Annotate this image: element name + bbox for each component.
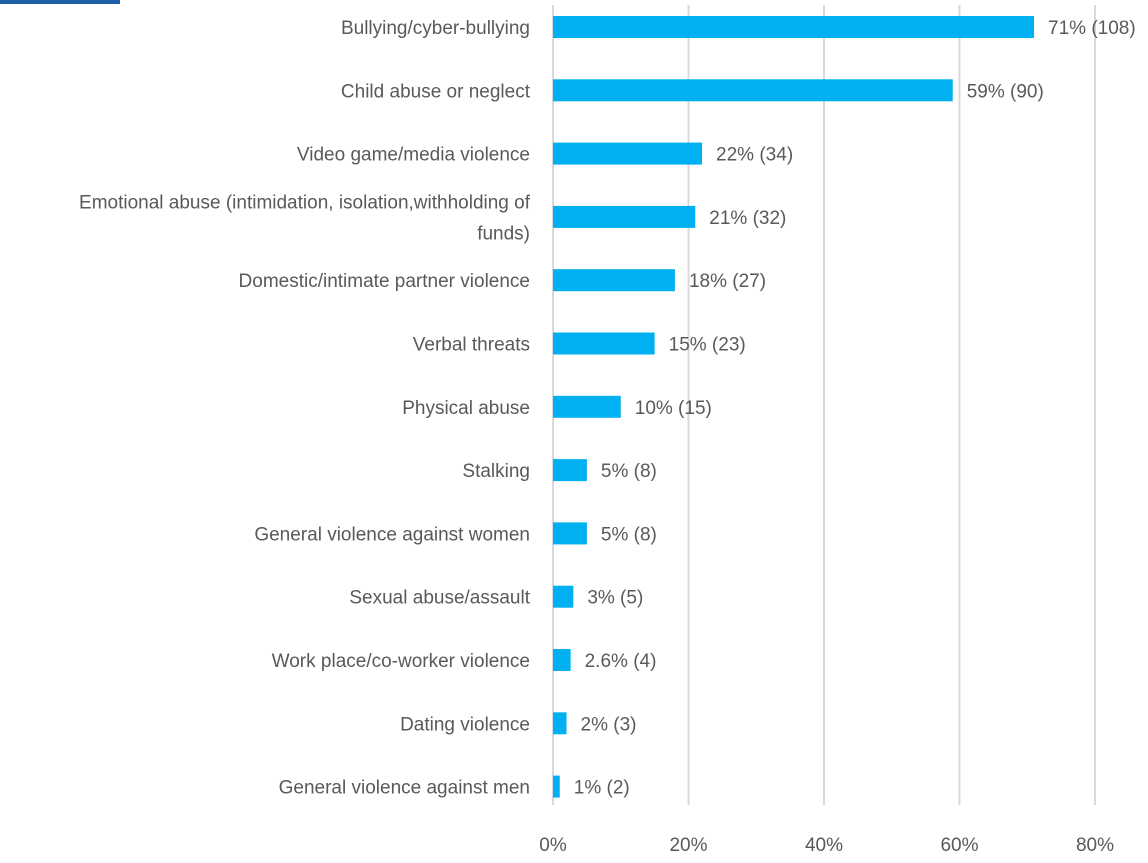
bar [553, 712, 567, 735]
data-label: 2% (3) [581, 714, 637, 735]
data-label: 18% (27) [689, 271, 766, 292]
bar [553, 649, 571, 671]
category-label: Physical abuse [402, 398, 530, 419]
category-label: Verbal threats [413, 335, 530, 356]
category-label: Bullying/cyber-bullying [341, 18, 530, 39]
bar [553, 16, 1035, 38]
category-label: Video game/media violence [297, 145, 530, 166]
bar [553, 142, 703, 165]
data-label: 71% (108) [1048, 18, 1136, 39]
x-tick-label: 0% [539, 835, 567, 856]
gridlines [552, 5, 1096, 805]
data-label: 21% (32) [709, 208, 786, 229]
data-label: 10% (15) [635, 398, 712, 419]
category-label: Stalking [462, 461, 530, 482]
data-label: 1% (2) [574, 778, 630, 799]
bar [553, 775, 560, 798]
data-label: 3% (5) [587, 588, 643, 609]
bar [553, 332, 655, 355]
category-label: Domestic/intimate partner violence [239, 271, 530, 292]
bar [553, 269, 675, 292]
data-label: 5% (8) [601, 524, 657, 545]
category-label: Emotional abuse (intimidation, isolation… [79, 192, 531, 244]
bars [553, 16, 1035, 798]
data-label: 22% (34) [716, 145, 793, 166]
x-axis-ticks: 0% 20% 40% 60% 80% [539, 835, 1114, 856]
x-tick-label: 60% [940, 835, 978, 856]
bar [553, 522, 587, 545]
data-label: 59% (90) [967, 81, 1044, 102]
category-label: Work place/co-worker violence [272, 651, 530, 672]
data-label: 15% (23) [669, 335, 746, 356]
category-label: General violence against men [279, 778, 530, 799]
category-label: Child abuse or neglect [341, 81, 531, 102]
bar [553, 395, 621, 418]
bar [553, 79, 953, 102]
data-label: 2.6% (4) [585, 651, 657, 672]
category-labels: Bullying/cyber-bullying Child abuse or ne… [79, 18, 531, 799]
bar [553, 459, 587, 482]
data-label: 5% (8) [601, 461, 657, 482]
x-tick-label: 80% [1076, 835, 1114, 856]
category-label: Dating violence [400, 714, 530, 735]
bar [553, 585, 574, 608]
header-accent-bar [0, 0, 120, 4]
category-label: Sexual abuse/assault [349, 588, 530, 609]
x-tick-label: 40% [805, 835, 843, 856]
category-label: General violence against women [254, 524, 530, 545]
data-labels: 71% (108) 59% (90) 22% (34) 21% (32) 18% (27… [574, 18, 1136, 799]
x-tick-label: 20% [669, 835, 707, 856]
bar [553, 205, 696, 228]
